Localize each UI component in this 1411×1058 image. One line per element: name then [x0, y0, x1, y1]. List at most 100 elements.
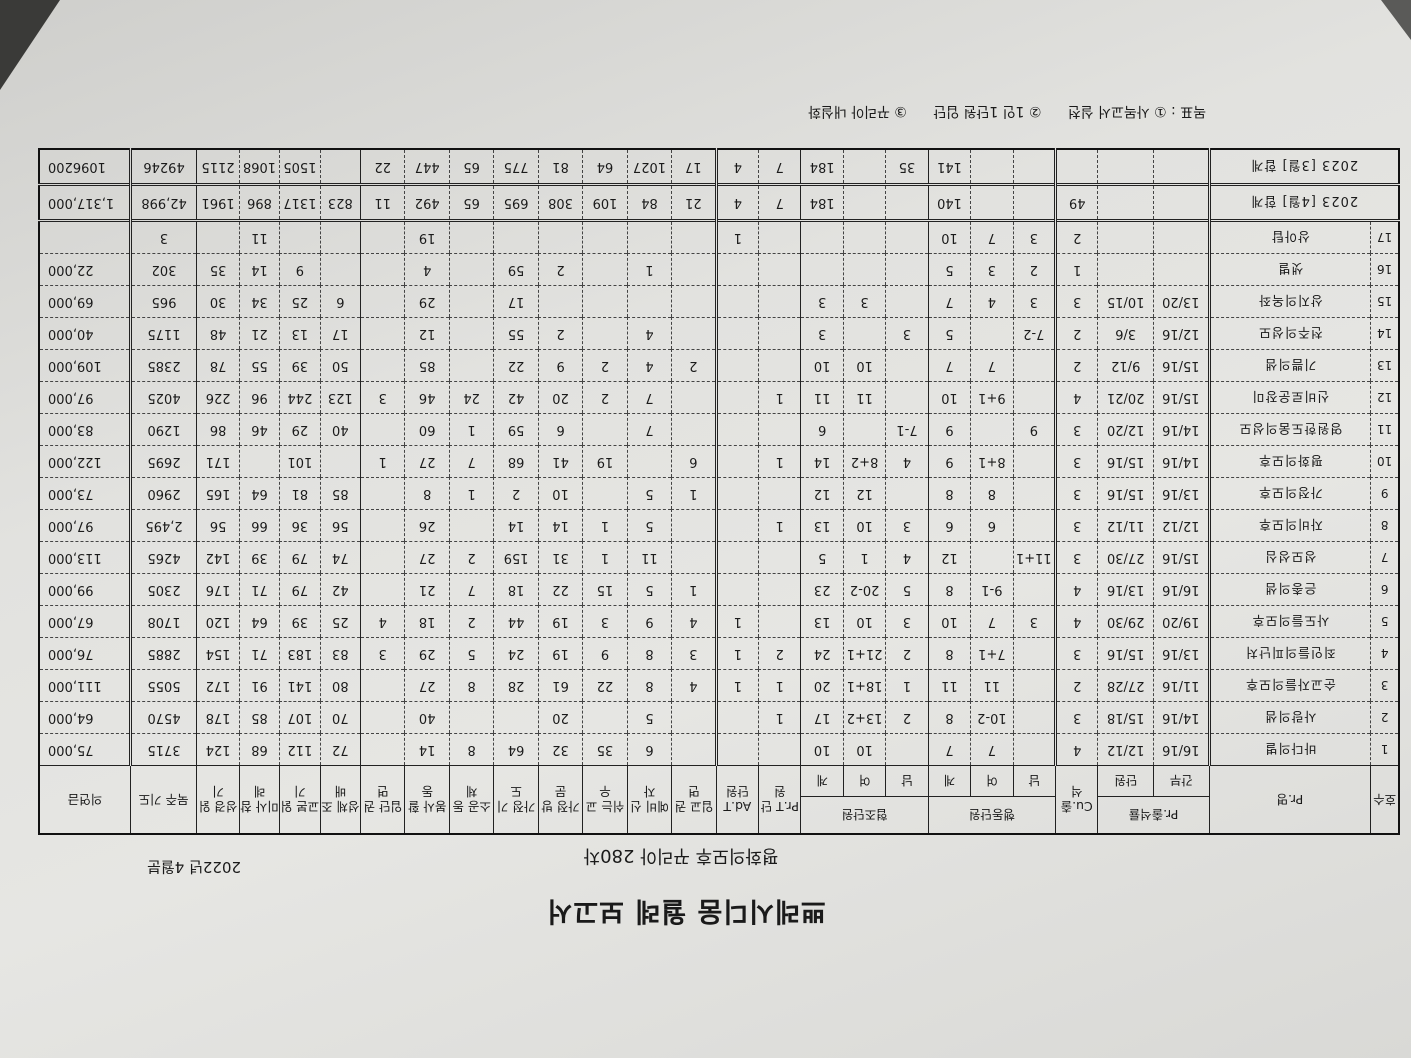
- table-row: 2 사랑의샘 14/16 15/18 3 10-2 8 2 13+2 17 1 5 20 40 70 107 8…: [39, 701, 1399, 734]
- table-cell: 99,000: [39, 573, 131, 606]
- row-number: 5: [1370, 605, 1399, 638]
- table-cell: 1290: [130, 413, 197, 446]
- table-cell: [627, 285, 672, 318]
- goals-line: 목표 : ① 사목교서 실천 ② 1인 1단원 입단 ③ 꾸리아 내실화: [786, 102, 1206, 122]
- table-cell: 6: [970, 509, 1014, 542]
- table-cell: 1: [671, 477, 717, 510]
- table-cell: [843, 253, 886, 286]
- table-cell: 4: [671, 605, 717, 638]
- praesidium-name: 사랑의샘: [1209, 701, 1371, 734]
- table-cell: 13: [279, 317, 321, 350]
- table-cell: 8: [928, 477, 971, 510]
- table-cell: 14: [800, 445, 844, 478]
- table-cell: 8: [449, 669, 494, 702]
- table-cell: 76,000: [39, 637, 131, 670]
- table-cell: 2: [582, 349, 628, 382]
- table-cell: [582, 477, 628, 510]
- table-cell: 2960: [130, 477, 197, 510]
- table-cell: 775: [493, 149, 539, 185]
- table-cell: 44: [493, 605, 539, 638]
- table-cell: 3: [1013, 605, 1056, 638]
- table-cell: 2: [449, 541, 494, 574]
- table-cell: 11: [239, 220, 280, 254]
- row-number: 8: [1370, 509, 1399, 542]
- table-cell: 68: [239, 733, 280, 766]
- table-cell: 4: [716, 184, 759, 221]
- table-cell: [758, 317, 801, 350]
- table-cell: [970, 413, 1014, 446]
- table-row: 3 순교자들의모후 11/16 27/28 2 11 11 1 18+1 20 1 1 4 8 22 61 28…: [39, 669, 1399, 702]
- table-cell: 26: [404, 509, 450, 542]
- table-cell: 1: [582, 541, 628, 574]
- row-number: 2: [1370, 701, 1399, 734]
- table-cell: 56: [196, 509, 240, 542]
- table-cell: 9: [928, 445, 971, 478]
- table-cell: 22: [582, 669, 628, 702]
- table-cell: 695: [493, 184, 539, 221]
- table-cell: 64: [239, 477, 280, 510]
- table-cell: [360, 317, 405, 350]
- table-cell: [449, 220, 494, 254]
- table-cell: [1013, 701, 1056, 734]
- table-cell: [885, 285, 929, 318]
- table-cell: 178: [196, 701, 240, 734]
- table-cell: 1317: [279, 184, 321, 221]
- table-cell: 40: [320, 413, 361, 446]
- header-prt: Pr.T 단원: [758, 765, 801, 834]
- table-cell: 9: [582, 637, 628, 670]
- row-number: 17: [1370, 220, 1399, 254]
- table-row: 14 천주의성모 12/16 3/6 2 7-2 5 3 3 4 2 55 12 17 13 21 48 1175…: [39, 317, 1399, 350]
- table-cell: 5: [449, 637, 494, 670]
- table-cell: [1153, 184, 1210, 221]
- table-cell: 1: [843, 541, 886, 574]
- table-cell: 81: [279, 477, 321, 510]
- table-cell: 29: [404, 285, 450, 318]
- table-cell: [716, 381, 759, 414]
- table-cell: 12/12: [1097, 733, 1154, 766]
- table-cell: [716, 733, 759, 766]
- table-cell: 30: [196, 285, 240, 318]
- table-cell: 4: [627, 317, 672, 350]
- table-cell: 3: [130, 220, 197, 254]
- goal-item: 목표 : ① 사목교서 실천: [1067, 103, 1206, 119]
- table-cell: [885, 381, 929, 414]
- table-cell: 2115: [196, 149, 240, 185]
- table-cell: 4025: [130, 381, 197, 414]
- table-cell: 1: [758, 509, 801, 542]
- table-cell: 3715: [130, 733, 197, 766]
- table-cell: 3: [671, 637, 717, 670]
- table-cell: 5: [627, 477, 672, 510]
- table-cell: 111,000: [39, 669, 131, 702]
- table-cell: [671, 733, 717, 766]
- table-cell: 1: [716, 220, 759, 254]
- table-cell: 46: [239, 413, 280, 446]
- table-cell: 5: [928, 317, 971, 350]
- table-cell: 159: [493, 541, 539, 574]
- table-row: 15 상지의옥좌 13/20 10/15 3 3 4 7 3 3 17 29 6 25 34 30 965 69,…: [39, 285, 1399, 318]
- table-cell: 27: [404, 445, 450, 478]
- table-cell: [582, 220, 628, 254]
- table-cell: 1708: [130, 605, 197, 638]
- table-cell: 2: [538, 317, 583, 350]
- table-cell: [885, 184, 929, 221]
- table-cell: 40: [404, 701, 450, 734]
- table-cell: 5: [800, 541, 844, 574]
- praesidium-name: 자비의모후: [1209, 509, 1371, 542]
- table-cell: 3: [1013, 220, 1056, 254]
- table-cell: 2: [1013, 253, 1056, 286]
- table-cell: 32: [538, 733, 583, 766]
- table-cell: 172: [196, 669, 240, 702]
- table-cell: 2695: [130, 445, 197, 478]
- table-cell: 79: [279, 541, 321, 574]
- table-cell: [671, 701, 717, 734]
- report-date: 2022년 4월분: [147, 858, 241, 876]
- praesidium-name: 천주의성모: [1209, 317, 1371, 350]
- table-cell: [449, 253, 494, 286]
- table-cell: 124: [196, 733, 240, 766]
- table-cell: 18: [404, 605, 450, 638]
- praesidium-name: 성모성심: [1209, 541, 1371, 574]
- table-cell: 69,000: [39, 285, 131, 318]
- table-row: 11 영원한도움의성모 14/16 12/20 3 9 9 7-1 6 7 6 59 1 60 40 29 46…: [39, 413, 1399, 446]
- table-cell: [970, 317, 1014, 350]
- table-cell: 8: [970, 477, 1014, 510]
